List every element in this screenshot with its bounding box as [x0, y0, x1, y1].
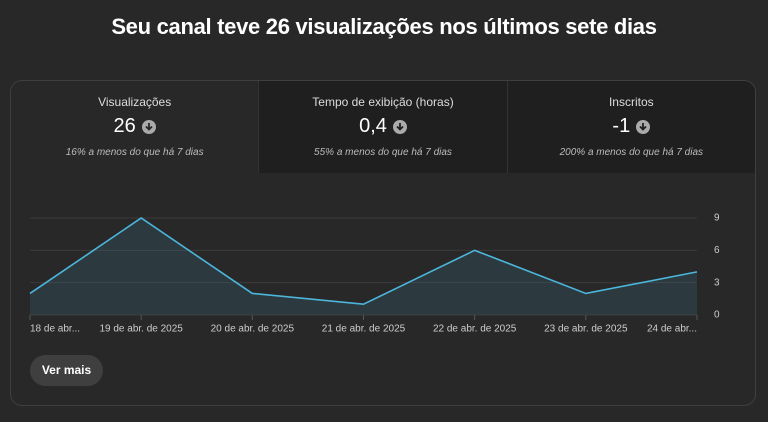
metric-label: Visualizações — [98, 95, 172, 109]
metric-change: 200% a menos do que há 7 dias — [559, 147, 704, 158]
x-tick-label: 22 de abr. de 2025 — [433, 324, 517, 335]
metric-tabs: Visualizações 26 16% a menos do que há 7… — [11, 81, 755, 173]
metric-label: Tempo de exibição (horas) — [312, 95, 454, 109]
metric-label: Inscritos — [608, 95, 654, 109]
metric-tab[interactable]: Tempo de exibição (horas) 0,4 55% a meno… — [258, 81, 507, 173]
x-tick-label: 20 de abr. de 2025 — [211, 324, 295, 335]
metric-value-row: 26 — [11, 115, 258, 138]
x-tick-label: 21 de abr. de 2025 — [322, 324, 406, 335]
metric-value-row: 0,4 — [259, 115, 506, 138]
x-tick-label: 19 de abr. de 2025 — [99, 324, 183, 335]
metric-tab[interactable]: Visualizações 26 16% a menos do que há 7… — [11, 81, 259, 173]
x-tick-label: 18 de abr... — [30, 324, 80, 335]
line — [29, 217, 698, 306]
down-icon — [392, 119, 407, 134]
y-tick-label: 9 — [714, 213, 720, 224]
down-icon — [636, 119, 651, 134]
page-title: Seu canal teve 26 visualizações nos últi… — [111, 14, 657, 39]
analytics-card: Visualizações 26 16% a menos do que há 7… — [10, 80, 756, 406]
metric-value-row: -1 — [508, 115, 755, 138]
metric-tab[interactable]: Inscritos -1 200% a menos do que há 7 di… — [506, 81, 755, 173]
metric-value: 0,4 — [359, 115, 387, 137]
metric-value: 26 — [113, 115, 136, 137]
metric-value: -1 — [612, 115, 631, 137]
metric-change: 16% a menos do que há 7 dias — [65, 147, 204, 158]
metric-change: 55% a menos do que há 7 dias — [314, 147, 452, 158]
down-icon — [141, 119, 156, 134]
y-tick-label: 0 — [714, 310, 720, 321]
see-more-button[interactable]: Ver mais — [30, 355, 103, 386]
x-tick-label: 24 de abr... — [647, 324, 697, 335]
area-fill — [30, 218, 697, 315]
chart: 0 3 6 9 18 de abr... 19 de abr. de 2025 20 de … — [29, 213, 720, 335]
y-tick-label: 6 — [714, 245, 720, 256]
y-tick-label: 3 — [714, 277, 720, 288]
x-tick-label: 23 de abr. de 2025 — [544, 324, 628, 335]
